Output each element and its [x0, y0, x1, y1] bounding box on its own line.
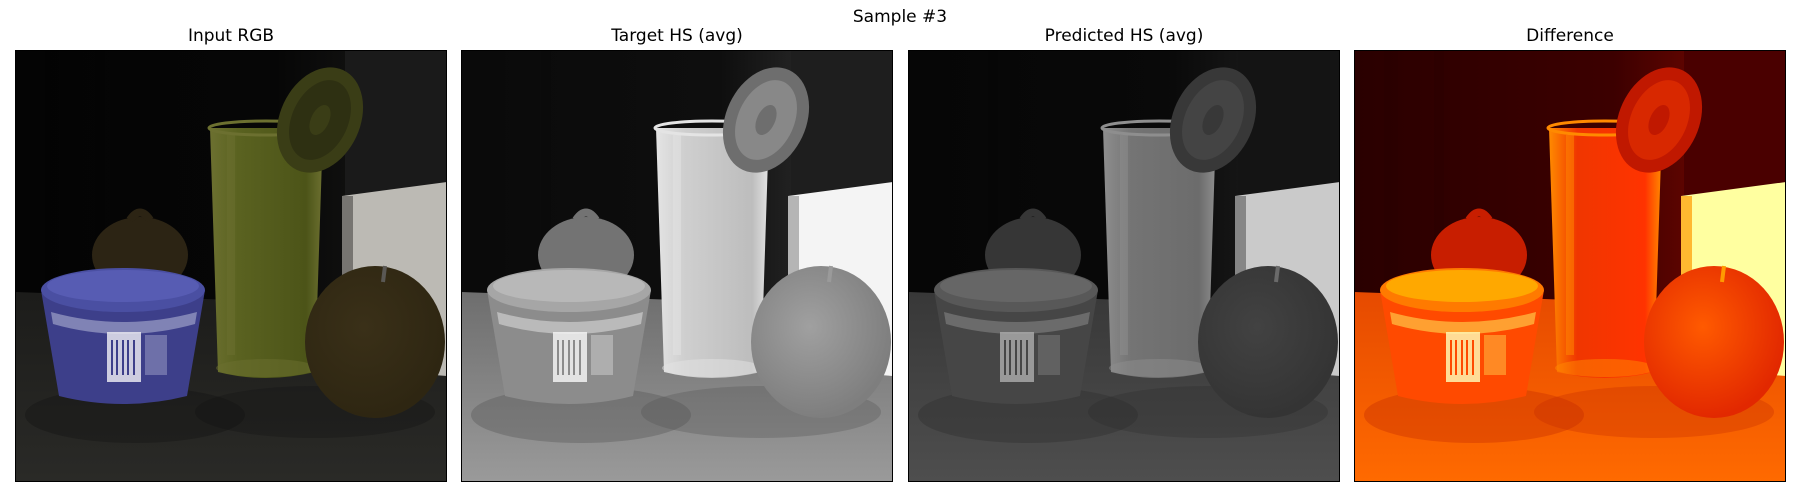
difference-image — [1354, 50, 1786, 482]
panel-image-graphic — [15, 50, 447, 482]
input-rgb-image — [15, 50, 447, 482]
panel-title-target-hs: Target HS (avg) — [611, 26, 743, 46]
panel-title-difference: Difference — [1526, 26, 1614, 46]
figure-title: Sample #3 — [852, 7, 948, 27]
predicted-hs-image — [908, 50, 1340, 482]
panel-image-graphic — [461, 50, 893, 482]
panel-title-predicted-hs: Predicted HS (avg) — [1044, 26, 1204, 46]
panel-image-graphic — [908, 50, 1340, 482]
panel-image-graphic — [1354, 50, 1786, 482]
panel-title-input-rgb: Input RGB — [187, 26, 275, 46]
target-hs-image — [461, 50, 893, 482]
